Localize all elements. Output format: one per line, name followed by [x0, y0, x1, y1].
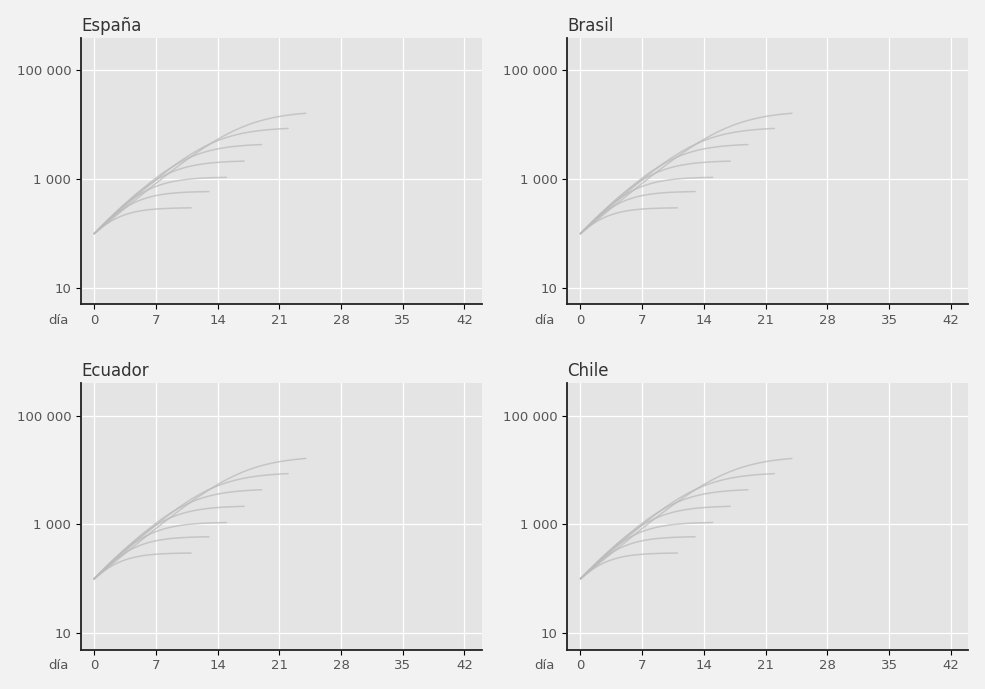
Text: día: día — [48, 314, 68, 327]
Text: día: día — [48, 659, 68, 672]
Text: España: España — [81, 17, 142, 34]
Text: día: día — [534, 314, 555, 327]
Text: Ecuador: Ecuador — [81, 362, 149, 380]
Text: día: día — [534, 659, 555, 672]
Text: Brasil: Brasil — [567, 17, 614, 34]
Text: Chile: Chile — [567, 362, 609, 380]
